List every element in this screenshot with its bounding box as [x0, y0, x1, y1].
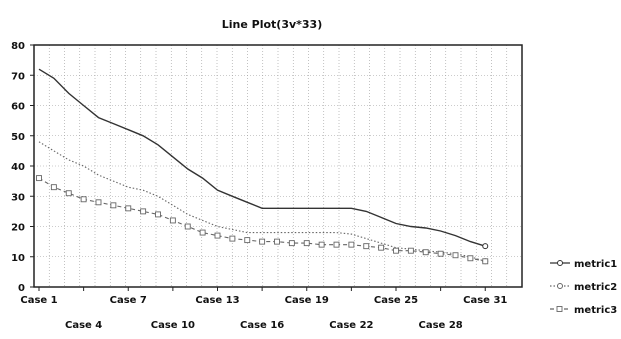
grid [34, 45, 522, 287]
data-point-metric3 [95, 199, 102, 206]
x-tick-label: Case 13 [195, 295, 239, 306]
y-tick-label: 80 [11, 41, 25, 52]
data-point-metric3 [140, 208, 147, 215]
x-tick-label: Case 22 [329, 320, 373, 331]
y-tick-label: 40 [11, 162, 25, 173]
legend-marker-metric1 [557, 260, 563, 266]
x-tick-label: Case 1 [20, 295, 57, 306]
data-point-metric3 [169, 217, 176, 224]
series-line-metric3 [38, 177, 486, 262]
chart-title: Line Plot(3v*33) [222, 18, 323, 31]
legend-label-metric1: metric1 [574, 259, 617, 270]
x-axis-ticks: Case 1 Case 4 Case 7 Case 10 Case 13 Case 16 C… [20, 287, 507, 331]
data-point-metric3 [274, 238, 280, 245]
data-point-metric3 [363, 243, 370, 250]
legend-marker-metric2 [557, 283, 563, 289]
data-point-metric3 [125, 205, 132, 212]
legend-label-metric2: metric2 [574, 282, 617, 293]
y-tick-label: 0 [18, 283, 25, 294]
data-point-metric3 [482, 258, 489, 265]
data-point-metric3 [50, 184, 57, 191]
x-tick-label: Case 25 [374, 295, 418, 306]
series-line-metric2 [38, 141, 486, 262]
series-line-metric1 [38, 68, 486, 247]
y-tick-label: 50 [11, 132, 25, 143]
data-point-metric3 [407, 247, 414, 254]
data-point-end-metric1 [482, 243, 489, 250]
data-point-metric3 [110, 202, 117, 209]
series-lines [36, 68, 489, 265]
data-point-metric3 [80, 196, 87, 203]
data-point-metric3 [199, 229, 206, 236]
plot-frame [33, 44, 523, 288]
y-tick-label: 70 [11, 71, 25, 82]
x-tick-label: Case 16 [240, 320, 284, 331]
y-tick-label: 10 [11, 253, 25, 264]
data-point-metric3 [393, 247, 399, 254]
x-tick-label: Case 28 [419, 320, 463, 331]
data-point-metric3 [422, 249, 429, 256]
data-point-metric3 [214, 232, 221, 239]
legend-marker-metric3 [556, 306, 563, 312]
y-tick-label: 20 [11, 223, 25, 234]
data-point-metric3 [155, 211, 161, 218]
legend-label-metric3: metric3 [574, 305, 617, 316]
data-point-metric3 [65, 190, 72, 197]
x-tick-label: Case 4 [65, 320, 102, 331]
data-point-metric3 [244, 237, 251, 244]
x-tick-label: Case 10 [151, 320, 195, 331]
y-axis-ticks: 0 10 20 30 40 50 60 70 80 [11, 41, 34, 294]
data-point-metric3 [259, 238, 266, 245]
data-point-metric3 [36, 175, 42, 182]
legend: metric1 metric2 metric3 [550, 259, 617, 316]
y-tick-label: 60 [11, 102, 25, 113]
x-tick-label: Case 31 [463, 295, 507, 306]
data-point-metric3 [318, 241, 325, 248]
data-point-metric3 [184, 223, 191, 230]
data-point-metric3 [303, 240, 310, 247]
data-point-metric3 [467, 255, 474, 262]
x-tick-label: Case 19 [285, 295, 329, 306]
y-tick-label: 30 [11, 192, 25, 203]
x-tick-label: Case 7 [110, 295, 147, 306]
data-point-metric3 [288, 240, 295, 247]
data-point-metric3 [348, 241, 355, 248]
data-point-metric3 [452, 252, 459, 259]
data-point-metric3 [333, 241, 340, 248]
data-point-metric3 [229, 235, 236, 242]
data-point-metric3 [437, 250, 444, 257]
data-point-metric3 [378, 244, 385, 251]
